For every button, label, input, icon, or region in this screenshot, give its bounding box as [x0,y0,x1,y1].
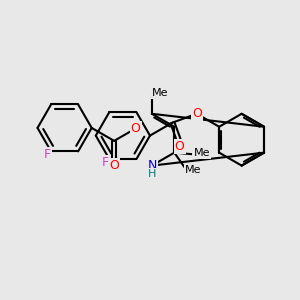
Text: H: H [148,169,157,179]
Text: Me: Me [194,148,210,158]
Text: O: O [131,122,141,135]
Text: Me: Me [185,165,202,175]
Text: O: O [192,107,202,120]
Text: F: F [102,156,110,169]
Text: Me: Me [152,88,168,98]
Text: O: O [109,159,119,172]
Text: F: F [44,148,51,161]
Text: N: N [148,158,157,172]
Text: O: O [175,140,184,153]
